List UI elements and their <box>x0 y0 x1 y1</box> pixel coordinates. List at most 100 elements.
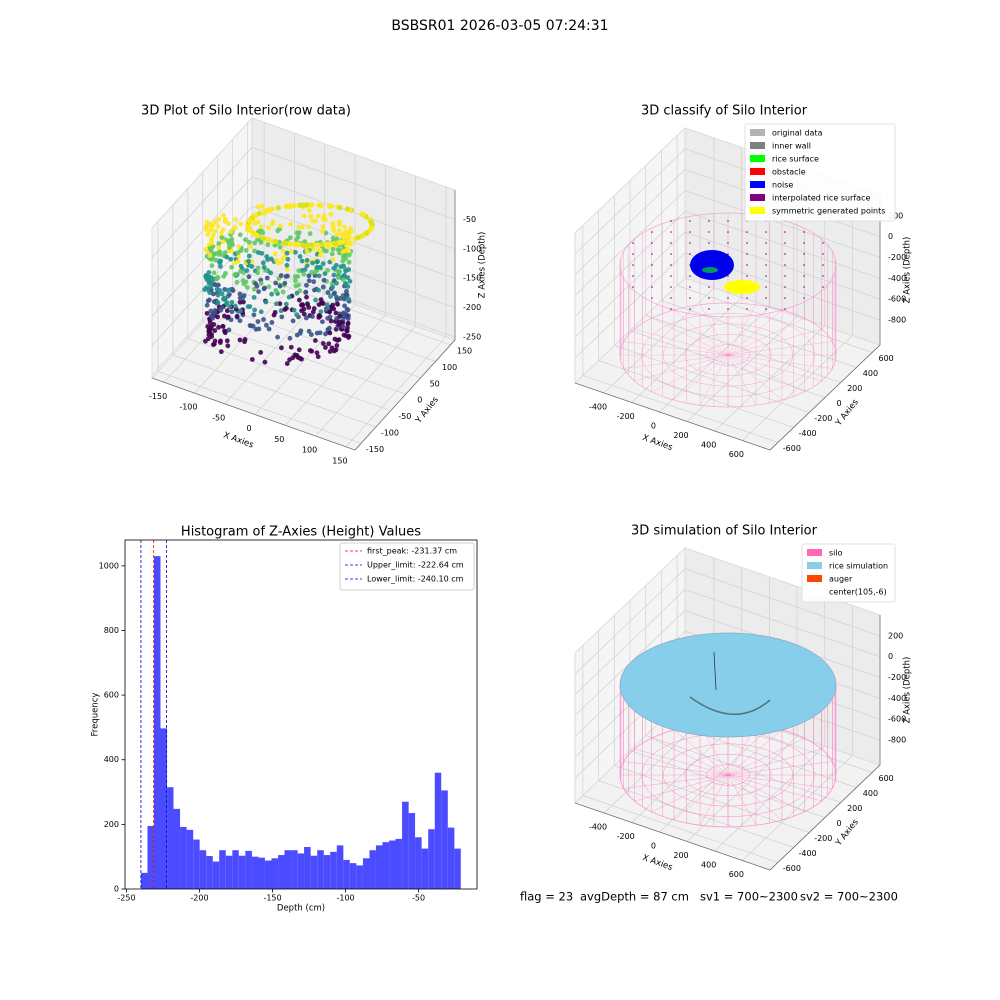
bar <box>199 850 207 889</box>
point <box>346 335 351 340</box>
point <box>288 221 294 227</box>
point <box>310 314 315 319</box>
point <box>256 326 262 332</box>
grid-line <box>151 147 253 258</box>
x-tick-label: -100 <box>179 403 197 412</box>
point <box>273 287 279 293</box>
point <box>325 267 331 273</box>
point <box>278 259 284 265</box>
point <box>210 256 216 262</box>
point <box>251 230 257 236</box>
point <box>784 308 786 310</box>
grid-line <box>163 272 265 383</box>
point <box>279 314 285 320</box>
point <box>266 326 272 332</box>
point <box>307 208 312 213</box>
point <box>803 231 805 233</box>
point <box>252 220 258 226</box>
bar <box>382 842 390 889</box>
point <box>689 286 691 288</box>
wire <box>727 774 757 826</box>
point <box>224 308 230 314</box>
point <box>651 253 653 255</box>
legend-swatch <box>750 181 765 188</box>
point <box>632 253 634 255</box>
x-tick-label: -200 <box>617 832 635 841</box>
point <box>242 337 248 342</box>
legend-swatch <box>807 588 822 595</box>
point <box>342 314 347 320</box>
point <box>287 335 293 341</box>
point <box>303 315 309 321</box>
point <box>221 313 227 319</box>
point <box>321 277 327 283</box>
point <box>216 241 222 246</box>
point <box>346 259 352 265</box>
point <box>284 250 290 256</box>
point <box>280 248 286 254</box>
bar <box>291 850 298 889</box>
point <box>784 231 786 233</box>
axis-line <box>151 377 356 451</box>
point <box>241 293 247 299</box>
z-tick-label: -200 <box>888 673 906 682</box>
point <box>294 312 300 318</box>
point <box>305 242 311 248</box>
legend-swatch <box>750 207 765 214</box>
point <box>316 287 321 293</box>
point <box>230 288 236 293</box>
point <box>327 241 333 247</box>
point <box>727 253 729 255</box>
point <box>252 307 258 313</box>
grid-line <box>574 231 686 338</box>
point <box>345 238 352 244</box>
point <box>746 253 748 255</box>
point <box>708 308 710 310</box>
y-tick-label: 400 <box>863 369 878 378</box>
point <box>249 357 255 362</box>
legend-swatch <box>807 562 822 569</box>
point <box>246 239 252 245</box>
point <box>234 313 240 319</box>
point <box>255 270 261 276</box>
point <box>360 212 366 218</box>
point <box>304 249 310 254</box>
point <box>334 337 340 343</box>
point <box>258 349 264 355</box>
wire <box>727 354 783 401</box>
point <box>275 228 281 234</box>
bar <box>297 853 305 889</box>
grid-line <box>574 169 686 275</box>
y-tick-label: 50 <box>430 379 440 388</box>
point <box>211 252 217 257</box>
point <box>261 317 266 322</box>
point <box>670 286 672 288</box>
point <box>285 273 290 279</box>
point <box>229 309 235 315</box>
point <box>307 231 313 237</box>
point <box>746 264 748 266</box>
point <box>784 242 786 244</box>
point <box>317 330 323 336</box>
point <box>342 224 348 230</box>
point <box>272 251 278 257</box>
point <box>327 325 332 331</box>
point <box>222 250 228 255</box>
y-tick-label: 100 <box>442 363 457 372</box>
grid-line <box>684 190 881 258</box>
point <box>273 280 279 286</box>
bar <box>369 850 376 889</box>
legend-label: center(105,-6) <box>829 588 887 597</box>
grid-line <box>285 315 386 426</box>
point <box>294 352 300 358</box>
y-tick-label: 200 <box>104 820 119 829</box>
point <box>247 227 253 233</box>
axis-line <box>769 344 881 451</box>
point <box>323 345 328 350</box>
point <box>765 286 767 288</box>
point <box>217 287 223 293</box>
grid-line <box>582 795 778 863</box>
y-tick-label: -600 <box>783 444 801 453</box>
legend-box <box>744 123 896 222</box>
grid-line <box>574 589 686 695</box>
